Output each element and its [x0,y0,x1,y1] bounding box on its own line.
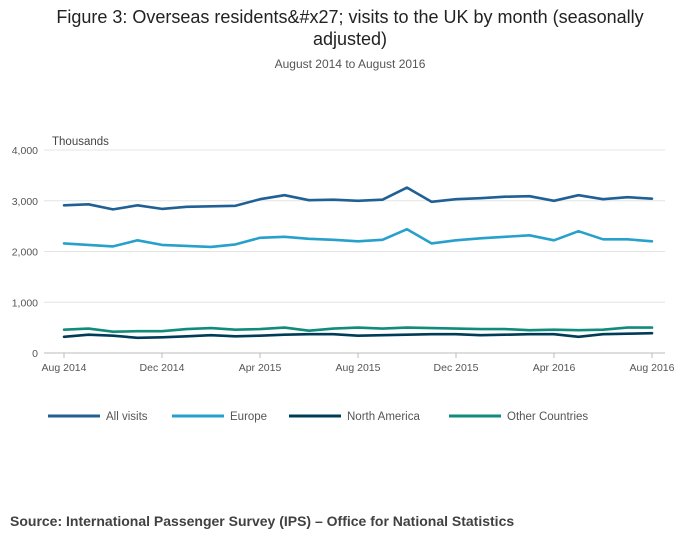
x-tick-label: Dec 2014 [140,362,185,374]
source-note: Source: International Passenger Survey (… [10,513,515,529]
x-tick-label: Aug 2014 [42,362,87,374]
x-tick-label: Aug 2015 [336,362,381,374]
y-tick-label: 2,000 [12,247,38,259]
legend-label: All visits [106,411,148,423]
y-tick-label: 3,000 [12,196,38,208]
y-tick-label: 0 [32,348,38,360]
legend: All visits Europe North America Other Count… [48,411,588,423]
chart-subtitle: August 2014 to August 2016 [274,57,426,71]
series-line-all-visits [62,186,654,211]
gridlines [44,149,665,354]
y-tick-label: 4,000 [12,145,38,157]
legend-label: Europe [230,411,267,423]
x-tick-label: Aug 2016 [630,362,675,374]
legend-label: North America [347,411,420,423]
y-tick-label: 1,000 [12,297,38,309]
series-line-north-america [62,331,654,340]
line-chart: 0 1,000 2,000 3,000 4,000 Thousands Aug 2014… [12,136,675,423]
x-tick-label: Apr 2015 [239,362,282,374]
x-axis: Aug 2014 Dec 2014 Apr 2015 Aug 2015 Dec 2015… [42,353,675,374]
series-line-europe [62,227,654,249]
x-tick-label: Dec 2015 [434,362,479,374]
x-tick-label: Apr 2016 [533,362,576,374]
y-axis: 0 1,000 2,000 3,000 4,000 [12,145,38,360]
legend-label: Other Countries [507,411,588,423]
chart-title: Figure 3: Overseas residents&#x27; visit… [56,7,644,49]
y-axis-label: Thousands [52,136,109,148]
series-lines [62,186,654,340]
series-line-other-countries [62,326,654,334]
